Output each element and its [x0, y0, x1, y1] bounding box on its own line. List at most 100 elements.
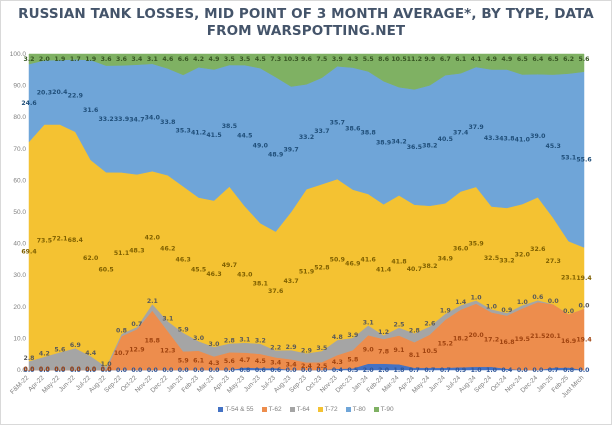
data-label-t-72: 42.0	[145, 235, 161, 242]
data-label-t-64: 3.1	[363, 319, 374, 326]
data-label-t-80: 20.3	[37, 89, 52, 96]
data-label-t-72: 36.0	[453, 245, 469, 252]
data-label-t-90: 4.2	[193, 56, 204, 63]
legend-item-t-90: T-90	[373, 406, 394, 413]
data-label-t-54-55: 0.5	[347, 367, 358, 374]
legend-label: T-72	[324, 406, 338, 413]
data-label-t-64: 2.9	[286, 344, 297, 351]
data-label-t-80: 33.8	[160, 119, 175, 126]
data-label-t-54-55: 0.7	[440, 367, 451, 374]
data-label-t-80: 36.5	[407, 144, 422, 151]
data-label-t-62: 15.2	[438, 341, 453, 348]
data-label-t-90: 6.2	[563, 56, 574, 63]
data-label-t-72: 50.9	[330, 257, 345, 264]
data-label-t-64: 5.9	[178, 327, 189, 334]
data-label-t-72: 33.2	[499, 257, 514, 264]
area-t-90	[28, 53, 585, 90]
data-label-t-90: 10.3	[283, 56, 298, 63]
x-axis: F&M-22Apr-22May-22Jun-22Jul-22Aug-22Sep-…	[9, 374, 586, 399]
data-label-t-80: 33.9	[114, 116, 129, 123]
y-tick-label: 30.0	[13, 272, 26, 279]
data-label-t-62: 10.7	[114, 350, 129, 357]
data-label-t-72: 34.9	[438, 256, 453, 263]
data-label-t-64: 0.6	[532, 294, 543, 301]
data-label-t-62: 18.2	[453, 335, 468, 342]
data-label-t-54-55: 0.8	[239, 367, 250, 374]
data-label-t-54-55: 0.0	[85, 367, 97, 374]
data-label-t-54-55: 0.0	[579, 367, 591, 374]
data-label-t-80: 33.7	[314, 128, 329, 135]
data-label-t-80: 35.3	[176, 128, 191, 135]
data-label-t-62: 16.8	[499, 339, 514, 346]
data-label-t-80: 20.4	[52, 89, 68, 96]
x-tick-label: May-22	[41, 374, 62, 395]
y-axis: 0.0 10.0 20.0 30.0 40.0 50.0 60.0 70.0 80.0 90.0 1…	[10, 51, 27, 374]
data-label-t-72: 49.7	[222, 262, 237, 269]
data-label-t-90: 4.3	[347, 56, 358, 63]
data-label-t-72: 43.7	[283, 278, 298, 285]
legend-label: T-90	[380, 406, 394, 413]
data-label-t-72: 68.4	[68, 237, 84, 244]
data-label-t-62: 18.8	[145, 337, 160, 344]
legend-item-t-62: T-62	[261, 406, 282, 413]
data-label-t-72: 37.6	[268, 288, 283, 295]
data-label-t-80: 24.6	[21, 100, 36, 107]
data-label-t-80: 53.1	[561, 154, 576, 161]
data-label-t-54-55: 0.0	[24, 367, 36, 374]
data-label-t-54-55: 0.6	[270, 367, 281, 374]
data-label-t-64: 3.5	[316, 345, 327, 352]
data-label-t-72: 38.2	[422, 263, 437, 270]
data-label-t-80: 43.8	[499, 136, 514, 143]
data-label-t-90: 4.9	[501, 56, 512, 63]
data-label-t-80: 41.2	[191, 129, 206, 136]
data-label-t-90: 1.9	[54, 56, 65, 63]
x-tick-label: Sep-22	[103, 374, 123, 394]
data-label-t-80: 33.2	[98, 116, 113, 123]
data-label-t-72: 32.6	[530, 246, 545, 253]
data-label-t-80: 34.2	[391, 138, 406, 145]
data-label-t-90: 5.5	[363, 56, 374, 63]
data-label-t-72: 45.5	[191, 266, 206, 273]
data-label-t-62: 12.9	[129, 347, 144, 354]
data-label-t-62: 12.3	[160, 348, 175, 355]
data-label-t-62: 0.0	[101, 366, 113, 373]
data-label-t-54-55: 0.0	[162, 367, 174, 374]
data-label-t-90: 3.1	[147, 56, 158, 63]
data-label-t-62: 9.0	[363, 347, 375, 354]
data-label-t-72: 60.5	[98, 267, 113, 274]
data-label-t-90: 9.6	[301, 56, 312, 63]
y-tick-label: 0.0	[17, 367, 26, 374]
data-label-t-80: 44.5	[237, 133, 252, 140]
data-label-t-64: 1.4	[455, 299, 467, 306]
data-label-t-54-55: 0.0	[131, 367, 143, 374]
data-label-t-80: 38.8	[361, 130, 376, 137]
data-label-t-90: 3.6	[101, 56, 112, 63]
data-label-t-80: 43.3	[484, 135, 499, 142]
data-label-t-64: 4.4	[85, 350, 97, 357]
data-label-t-64: 3.1	[162, 315, 173, 322]
data-label-t-80: 33.2	[299, 134, 314, 141]
data-label-t-64: 0.9	[501, 307, 512, 314]
data-label-t-54-55: 0.0	[70, 367, 82, 374]
legend-label: T-64	[296, 406, 310, 413]
data-label-t-62: 17.2	[484, 337, 499, 344]
data-label-t-80: 37.9	[468, 124, 483, 131]
y-tick-label: 70.0	[13, 146, 26, 153]
x-tick-label: Dec-24	[519, 374, 539, 394]
x-tick-label: Mar-23	[196, 374, 216, 394]
data-label-t-64: 2.9	[301, 347, 312, 354]
data-label-t-64: 2.8	[409, 327, 420, 334]
data-label-t-64: 5.6	[54, 346, 65, 353]
data-label-t-90: 3.9	[332, 56, 343, 63]
data-label-t-62: 4.3	[332, 359, 343, 366]
data-label-t-90: 10.5	[391, 56, 406, 63]
data-label-t-72: 69.4	[21, 249, 37, 256]
legend-item-t-54-55: T-54 & 55	[218, 406, 254, 413]
data-label-t-54-55: 0.9	[455, 367, 466, 374]
data-label-t-80: 34.0	[145, 115, 161, 122]
x-tick-label: Sep-24	[473, 374, 493, 394]
data-label-t-64: 0.8	[116, 328, 127, 335]
data-label-t-54-55: 1.0	[471, 367, 483, 374]
data-label-t-80: 40.5	[438, 136, 453, 143]
